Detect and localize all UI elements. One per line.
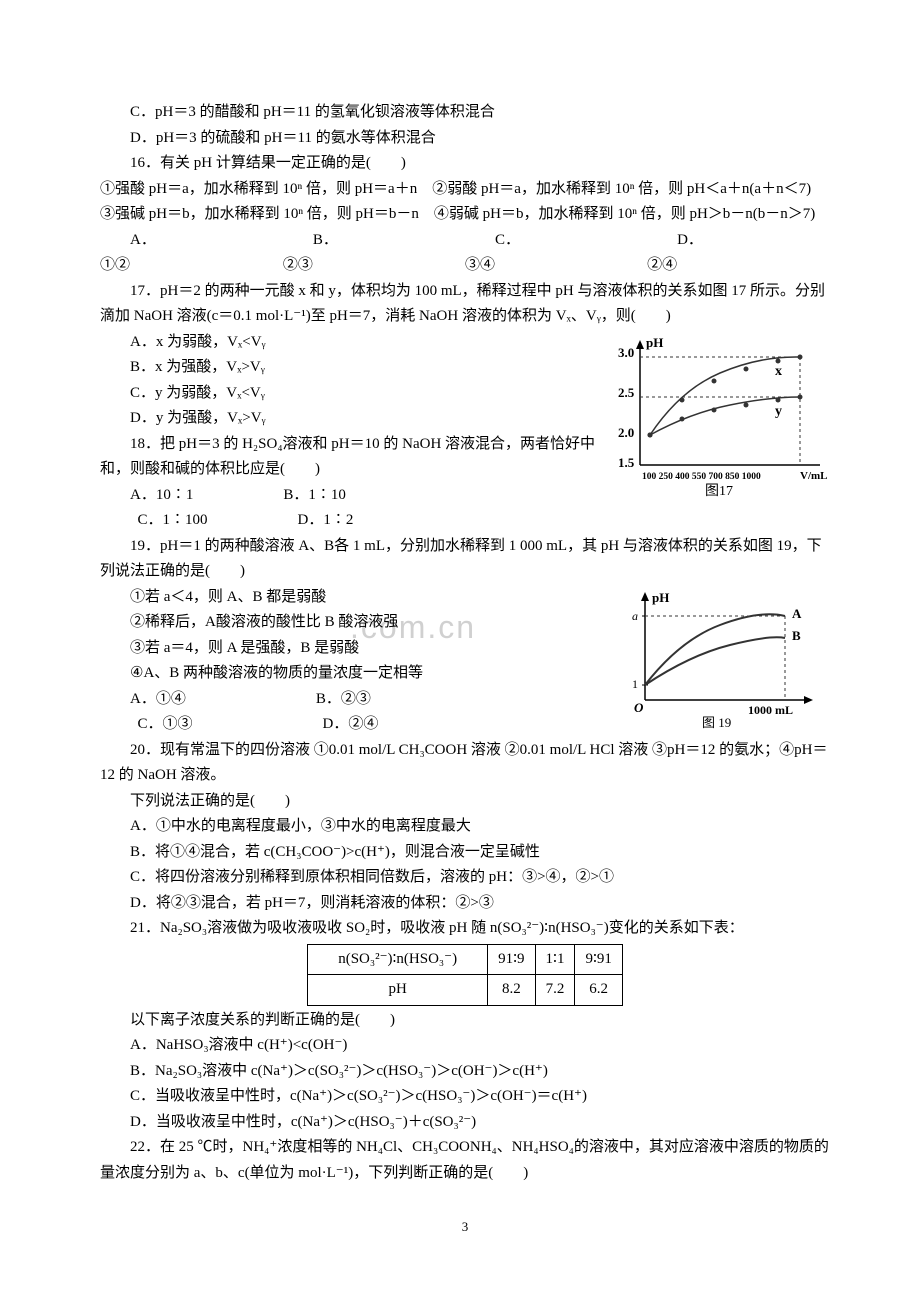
q21-table: n(SO₃²⁻)∶n(HSO₃⁻) 91∶9 1∶1 9∶91 pH 8.2 7… (307, 944, 623, 1006)
table-row: pH 8.2 7.2 6.2 (308, 975, 623, 1006)
q19-stem: 19．pH＝1 的两种酸溶液 A、B各 1 mL，分别加水稀释到 1 000 m… (100, 534, 830, 585)
q16-opt-d: D．②④ (647, 228, 730, 279)
q19-opt-b: B．②③ (286, 687, 371, 713)
q20-opt-d: D．将②③混合，若 pH＝7，则消耗溶液的体积：②>③ (100, 891, 830, 917)
q18-opt-a: A．10∶1 (100, 483, 193, 509)
q20-opt-c: C．将四份溶液分别稀释到原体积相同倍数后，溶液的 pH：③>④，②>① (100, 865, 830, 891)
table-cell: 1∶1 (535, 944, 575, 975)
q18-opt-c: C．1∶100 (108, 508, 208, 534)
q19-opt-c: C．①③ (108, 712, 193, 738)
q17-stem-text: 17．pH＝2 的两种一元酸 x 和 y，体积均为 100 mL，稀释过程中 p… (100, 283, 825, 325)
svg-text:V/mL: V/mL (800, 470, 828, 482)
q18-opt-d: D．1∶2 (268, 508, 354, 534)
table-cell: 8.2 (488, 975, 535, 1006)
svg-text:100 250 400 550 700 850 1000: 100 250 400 550 700 850 1000 (642, 472, 761, 482)
q20-opt-a: A．①中水的电离程度最小，③中水的电离程度最大 (100, 814, 830, 840)
table-cell: n(SO₃²⁻)∶n(HSO₃⁻) (308, 944, 488, 975)
q21-opt-b: B．Na₂SO₃溶液中 c(Na⁺)＞c(SO₃²⁻)＞c(HSO₃⁻)＞c(O… (100, 1059, 830, 1085)
q21-opt-d: D．当吸收液呈中性时，c(Na⁺)＞c(HSO₃⁻)＋c(SO₃²⁻) (100, 1110, 830, 1136)
svg-text:B: B (792, 628, 801, 643)
svg-text:图17: 图17 (705, 484, 733, 499)
svg-text:A: A (792, 606, 802, 621)
svg-text:1: 1 (632, 677, 638, 691)
q19-options-2: C．①③ D．②④ (100, 712, 610, 738)
q16-opt-b: B．②③ (283, 228, 365, 279)
table-cell: pH (308, 975, 488, 1006)
q16-opt-c: C．③④ (465, 228, 547, 279)
svg-text:1.5: 1.5 (618, 455, 635, 470)
q20-stem: 20．现有常温下的四份溶液 ①0.01 mol/L CH₃COOH 溶液 ②0.… (100, 738, 830, 789)
svg-text:a: a (632, 609, 638, 623)
q18-stem-text: 18．把 pH＝3 的 H₂SO₄溶液和 pH＝10 的 NaOH 溶液混合，两… (100, 436, 595, 478)
svg-text:图 19: 图 19 (702, 715, 731, 730)
q19-opt-a: A．①④ (100, 687, 186, 713)
q15-option-c: C．pH＝3 的醋酸和 pH＝11 的氢氧化钡溶液等体积混合 (100, 100, 830, 126)
q20-sub: 下列说法正确的是( ) (100, 789, 830, 815)
q18-options-1: A．10∶1 B．1∶10 (100, 483, 600, 509)
q18-opt-b: B．1∶10 (253, 483, 346, 509)
chart-19: pH 1 a O A B 1000 mL 图 19 (620, 590, 820, 730)
svg-text:3.0: 3.0 (618, 345, 634, 360)
q17-stem: 17．pH＝2 的两种一元酸 x 和 y，体积均为 100 mL，稀释过程中 p… (100, 279, 830, 330)
q16-desc: ①强酸 pH＝a，加水稀释到 10ⁿ 倍，则 pH＝a＋n ②弱酸 pH＝a，加… (100, 177, 830, 228)
q22-stem: 22．在 25 ℃时，NH₄⁺浓度相等的 NH₄Cl、CH₃COONH₄、NH₄… (100, 1135, 830, 1186)
q21-stem: 21．Na₂SO₃溶液做为吸收液吸收 SO₂时，吸收液 pH 随 n(SO₃²⁻… (100, 916, 830, 942)
chart-17: 3.0 2.5 2.0 1.5 pH 100 250 400 550 700 8… (610, 335, 830, 500)
q16-opt-a: A．①② (100, 228, 183, 279)
q19-opt-d: D．②④ (293, 712, 379, 738)
table-cell: 91∶9 (488, 944, 535, 975)
q21-stem-text: 21．Na₂SO₃溶液做为吸收液吸收 SO₂时，吸收液 pH 随 n(SO₃²⁻… (130, 920, 744, 936)
svg-text:y: y (775, 404, 782, 419)
q19-stem-text: 19．pH＝1 的两种酸溶液 A、B各 1 mL，分别加水稀释到 1 000 m… (100, 538, 822, 580)
table-row: n(SO₃²⁻)∶n(HSO₃⁻) 91∶9 1∶1 9∶91 (308, 944, 623, 975)
q20-stem-text: 20．现有常温下的四份溶液 ①0.01 mol/L CH₃COOH 溶液 ②0.… (100, 742, 827, 784)
page-number: 3 (100, 1216, 830, 1238)
svg-text:pH: pH (646, 335, 663, 350)
q20-opt-b: B．将①④混合，若 c(CH₃COO⁻)>c(H⁺)，则混合液一定呈碱性 (100, 840, 830, 866)
q22-stem-text: 22．在 25 ℃时，NH₄⁺浓度相等的 NH₄Cl、CH₃COONH₄、NH₄… (100, 1139, 829, 1181)
q18-options-2: C．1∶100 D．1∶2 (100, 508, 830, 534)
q21-sub: 以下离子浓度关系的判断正确的是( ) (100, 1008, 830, 1034)
q16-options: A．①② B．②③ C．③④ D．②④ (100, 228, 830, 279)
svg-text:x: x (775, 364, 782, 379)
svg-text:1000 mL: 1000 mL (748, 703, 793, 717)
table-cell: 7.2 (535, 975, 575, 1006)
q19-options-1: A．①④ B．②③ (100, 687, 610, 713)
table-cell: 9∶91 (575, 944, 622, 975)
svg-text:2.5: 2.5 (618, 385, 635, 400)
svg-text:pH: pH (652, 590, 669, 605)
table-cell: 6.2 (575, 975, 622, 1006)
q15-option-d: D．pH＝3 的硫酸和 pH＝11 的氨水等体积混合 (100, 126, 830, 152)
q16-stem: 16．有关 pH 计算结果一定正确的是( ) (100, 151, 830, 177)
q21-opt-c: C．当吸收液呈中性时，c(Na⁺)＞c(SO₃²⁻)＞c(HSO₃⁻)＞c(OH… (100, 1084, 830, 1110)
svg-text:2.0: 2.0 (618, 425, 634, 440)
svg-text:O: O (634, 700, 644, 715)
q21-opt-a: A．NaHSO₃溶液中 c(H⁺)<c(OH⁻) (100, 1033, 830, 1059)
